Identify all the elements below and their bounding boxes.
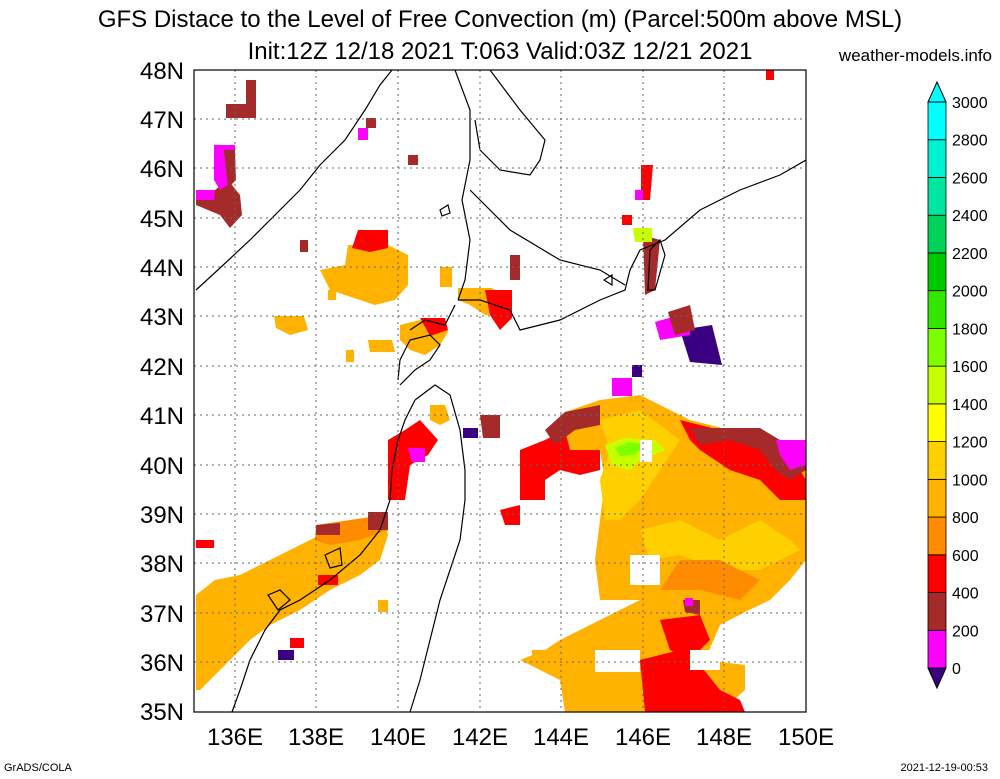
lat-label: 39N [140, 502, 184, 529]
lon-label: 140E [370, 724, 426, 751]
colorbar-segment [927, 139, 947, 178]
colorbar: 0 200 400 600 800 1000 1200 1400 1600 1800 2000 220… [927, 80, 988, 690]
lat-label: 41N [140, 403, 184, 430]
lat-label: 36N [140, 650, 184, 677]
colorbar-label: 800 [952, 510, 979, 527]
colorbar-label: 1000 [952, 472, 988, 489]
colorbar-label: 2400 [952, 208, 988, 225]
lon-label: 146E [615, 724, 671, 751]
lat-label: 43N [140, 304, 184, 331]
colorbar-label: 1400 [952, 397, 988, 414]
colorbar-segment [927, 365, 947, 405]
title-line-2: Init:12Z 12/18 2021 T:063 Valid:03Z 12/2… [247, 38, 753, 65]
colorbar-segment [927, 177, 947, 216]
colorbar-segment [927, 516, 947, 556]
plot-frame [193, 69, 807, 713]
colorbar-label: 2200 [952, 246, 988, 263]
footer-timestamp: 2021-12-19-00:53 [900, 762, 988, 774]
lon-label: 144E [533, 724, 589, 751]
colorbar-label: 2600 [952, 170, 988, 187]
colorbar-max-triangle [927, 80, 947, 103]
gridlines [194, 70, 806, 712]
colorbar-label: 1600 [952, 359, 988, 376]
lat-label: 40N [140, 453, 184, 480]
lon-label: 138E [288, 724, 344, 751]
lat-label: 45N [140, 206, 184, 233]
colorbar-label: 400 [952, 586, 979, 603]
colorbar-segment [927, 554, 947, 593]
colorbar-label: 2000 [952, 284, 988, 301]
colorbar-label: 0 [952, 661, 961, 678]
colorbar-min-triangle [927, 667, 947, 690]
colorbar-segment [927, 327, 947, 367]
colorbar-segment [927, 478, 947, 518]
colorbar-segment [927, 290, 947, 329]
lon-axis: 136E 138E 140E 142E 144E 146E 148E 150E [207, 724, 834, 751]
lat-label: 44N [140, 255, 184, 282]
lat-axis: 48N 47N 46N 45N 44N 43N 42N 41N 40N 39N … [140, 58, 184, 726]
colorbar-label: 600 [952, 548, 979, 565]
title-line-1: GFS Distace to the Level of Free Convect… [97, 6, 903, 33]
lon-label: 136E [207, 724, 263, 751]
lon-label: 142E [452, 724, 508, 751]
lat-label: 46N [140, 156, 184, 183]
lat-label: 35N [140, 699, 184, 726]
lat-label: 38N [140, 551, 184, 578]
lfc-fill-layer [196, 70, 806, 712]
colorbar-segment [927, 629, 947, 669]
lat-label: 42N [140, 354, 184, 381]
lat-label: 48N [140, 58, 184, 85]
lat-label: 37N [140, 601, 184, 628]
coastlines [195, 70, 806, 712]
lat-label: 47N [140, 107, 184, 134]
colorbar-label: 3000 [952, 95, 988, 112]
footer-credit: GrADS/COLA [4, 762, 72, 774]
colorbar-segment [927, 403, 947, 443]
colorbar-segment [927, 592, 947, 631]
lon-label: 148E [696, 724, 752, 751]
colorbar-segment [927, 252, 947, 292]
colorbar-label: 1800 [952, 321, 988, 338]
colorbar-label: 2800 [952, 133, 988, 150]
colorbar-segment [927, 441, 947, 480]
colorbar-label: 200 [952, 623, 979, 640]
colorbar-segment [927, 101, 947, 141]
colorbar-label: 1200 [952, 435, 988, 452]
lon-label: 150E [778, 724, 834, 751]
site-credit: weather-models.info [838, 46, 992, 65]
colorbar-segment [927, 214, 947, 254]
